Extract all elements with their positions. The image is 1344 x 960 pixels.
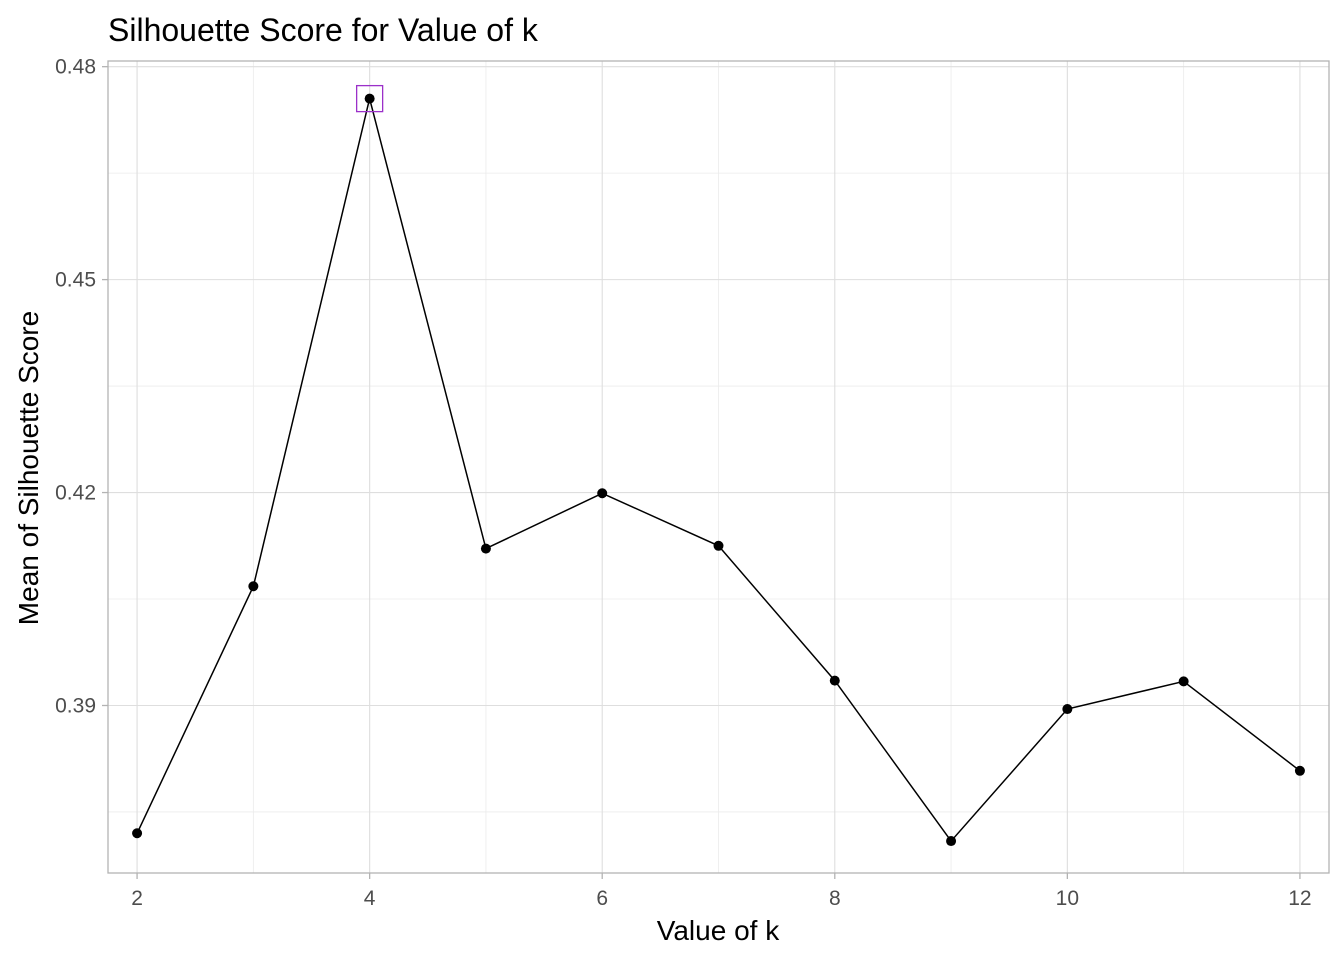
- data-point: [1062, 704, 1073, 715]
- x-tick-labels: 2 4 6 8 10 12: [131, 887, 1311, 910]
- y-tick-label: 0.45: [55, 269, 96, 292]
- x-tick-label: 12: [1288, 887, 1311, 910]
- panel-border: [107, 60, 1330, 874]
- data-point: [713, 540, 724, 551]
- data-point: [946, 836, 957, 847]
- data-points: [132, 93, 1305, 847]
- data-point: [364, 93, 375, 104]
- grid-major: [108, 61, 1329, 873]
- grid-minor: [108, 61, 1329, 873]
- y-tick-labels: 0.39 0.42 0.45 0.48: [55, 56, 96, 718]
- x-tick-label: 2: [131, 887, 143, 910]
- x-tick-label: 8: [829, 887, 841, 910]
- x-tick-label: 4: [364, 887, 376, 910]
- axis-ticks: [102, 66, 1301, 879]
- data-point: [597, 488, 608, 499]
- x-tick-label: 10: [1056, 887, 1079, 910]
- data-point: [248, 581, 259, 592]
- x-axis-title: Value of k: [657, 915, 780, 946]
- data-point: [1294, 765, 1305, 776]
- data-point: [1178, 676, 1189, 687]
- y-tick-label: 0.39: [55, 694, 96, 717]
- chart-title: Silhouette Score for Value of k: [108, 12, 539, 48]
- data-point: [829, 675, 840, 686]
- y-tick-label: 0.42: [55, 482, 96, 505]
- x-tick-label: 6: [596, 887, 608, 910]
- y-tick-label: 0.48: [55, 56, 96, 79]
- max-highlight-box: [355, 84, 384, 113]
- data-point: [480, 543, 491, 554]
- y-axis-title: Mean of Silhouette Score: [13, 311, 44, 625]
- data-point: [132, 828, 143, 839]
